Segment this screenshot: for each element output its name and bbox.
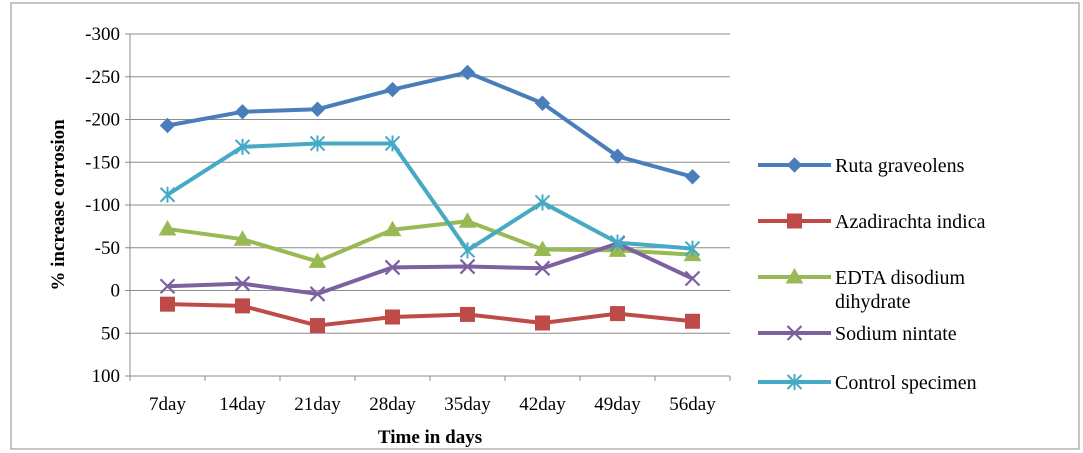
data-point [309, 101, 326, 117]
data-point [684, 240, 701, 257]
data-point [535, 315, 550, 331]
data-point [385, 309, 400, 325]
data-point [159, 278, 176, 295]
legend-label: Azadirachta indica [835, 211, 986, 233]
x-tick-label: 7day [149, 394, 186, 415]
legend-entry: EDTA disodium dihydrate [758, 267, 966, 313]
data-point [159, 186, 176, 203]
legend-entry: Sodium nintate [758, 323, 957, 345]
series-line [167, 219, 693, 264]
data-point [159, 117, 176, 134]
y-tick-label: -150 [85, 152, 120, 173]
x-tick-label: 42day [519, 394, 566, 415]
y-axis-title: % increase corrosion [48, 119, 69, 291]
data-point [235, 298, 250, 314]
series-2 [158, 212, 702, 268]
data-point [308, 252, 327, 268]
y-tick-label: 100 [92, 366, 121, 387]
legend-label: Sodium nintate [835, 323, 957, 345]
legend-label: Ruta graveolens [835, 155, 965, 177]
data-point [610, 306, 625, 322]
data-point [534, 194, 551, 211]
y-tick-label: -100 [85, 195, 120, 216]
series-line [167, 70, 694, 179]
tick-labels: -300 -250 -200 -150 -100 -50 0 50 100 7day 14day 21… [85, 24, 716, 415]
data-point [310, 318, 325, 334]
data-point [459, 242, 476, 259]
data-point [384, 259, 401, 276]
legend-marker [786, 374, 803, 390]
x-tick-label: 14day [219, 394, 266, 415]
data-point [609, 234, 626, 251]
series-line [166, 141, 693, 253]
data-point [233, 230, 252, 246]
series-line [167, 302, 693, 328]
data-point [309, 135, 326, 152]
y-tick-label: -300 [85, 24, 120, 45]
x-tick-label: 35day [444, 394, 491, 415]
series-lines [158, 64, 702, 334]
data-point [384, 135, 401, 152]
chart-frame [10, 2, 1080, 450]
legend-marker [787, 213, 802, 229]
data-point [460, 306, 475, 322]
data-point [458, 212, 477, 228]
x-tick-label: 28day [369, 394, 416, 415]
series-0 [159, 64, 701, 185]
data-point [459, 258, 476, 275]
data-point [534, 95, 551, 111]
x-axis-title: Time in days [378, 427, 482, 448]
legend: Ruta graveolens Azadirachta indica EDTA di… [758, 155, 986, 394]
axes [125, 33, 731, 381]
legend-marker [785, 267, 804, 284]
legend-entry: Control specimen [758, 372, 977, 394]
data-point [384, 81, 401, 98]
data-point [309, 286, 326, 302]
data-point [160, 296, 175, 312]
x-tick-label: 21day [294, 394, 341, 415]
y-tick-label: -200 [85, 110, 120, 131]
x-tick-label: 49day [594, 394, 641, 415]
series-4 [159, 135, 701, 259]
series-line [167, 241, 694, 296]
data-point [684, 169, 701, 185]
legend-label: EDTA disodium dihydrate [835, 267, 966, 313]
data-point [234, 104, 251, 120]
data-point [234, 138, 251, 155]
data-point [684, 270, 701, 287]
series-1 [160, 296, 700, 334]
y-tick-label: 0 [111, 281, 121, 302]
data-point [685, 313, 700, 329]
data-point [533, 240, 552, 256]
legend-entry: Azadirachta indica [758, 211, 986, 233]
legend-label: Control specimen [835, 372, 977, 394]
y-tick-label: -50 [95, 238, 120, 259]
data-point [534, 260, 551, 277]
data-point [459, 64, 476, 81]
legend-entry: Ruta graveolens [758, 155, 965, 177]
legend-marker [786, 157, 803, 173]
data-point [234, 275, 251, 292]
legend-marker [786, 325, 803, 341]
y-tick-label: -250 [85, 67, 120, 88]
y-tick-label: 50 [101, 323, 120, 344]
data-point [158, 219, 177, 236]
data-point [383, 220, 402, 237]
data-point [609, 148, 626, 164]
x-tick-label: 56day [669, 394, 716, 415]
